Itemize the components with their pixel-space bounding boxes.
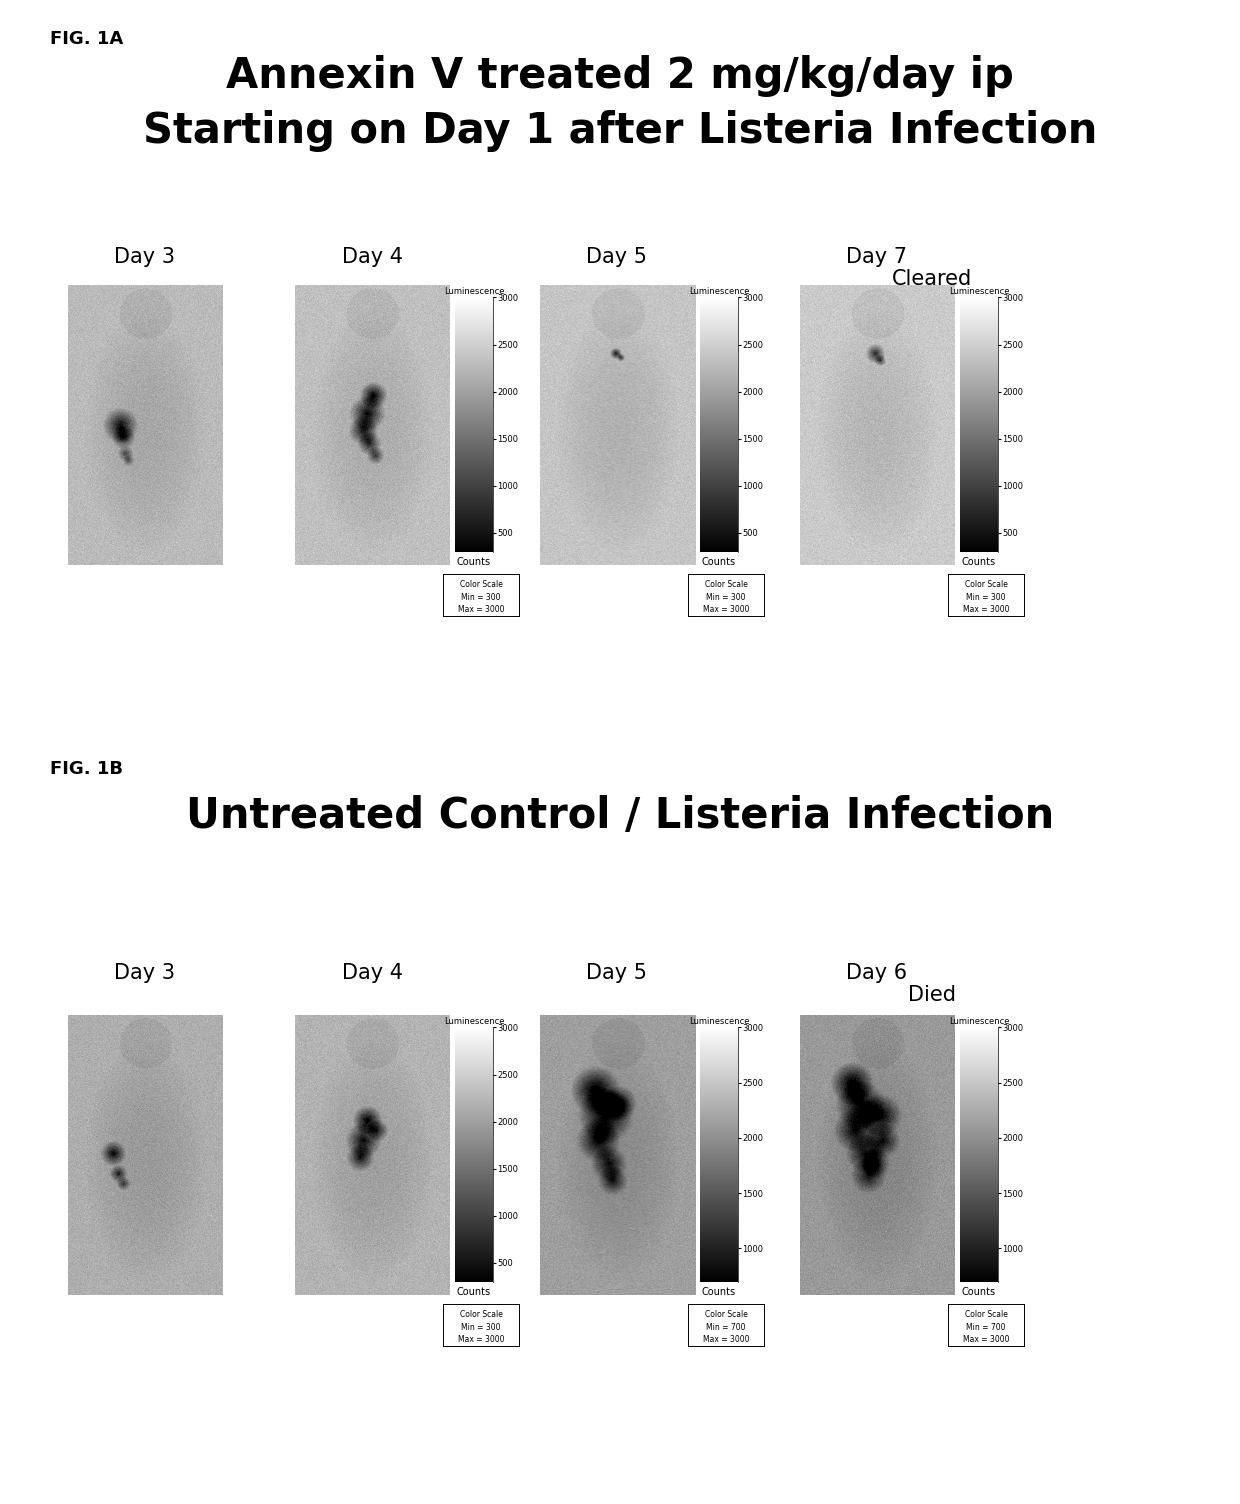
Text: Day 3: Day 3 (114, 247, 176, 268)
Text: Counts: Counts (702, 1287, 737, 1296)
Text: Untreated Control / Listeria Infection: Untreated Control / Listeria Infection (186, 796, 1054, 838)
Text: Min = 700: Min = 700 (966, 1324, 1006, 1333)
Text: Color Scale: Color Scale (965, 581, 1007, 590)
Text: Cleared: Cleared (892, 269, 972, 289)
Text: Day 7: Day 7 (847, 247, 908, 268)
Text: Color Scale: Color Scale (704, 1310, 748, 1319)
Text: Max = 3000: Max = 3000 (458, 606, 505, 615)
Text: Luminescence: Luminescence (444, 1017, 505, 1026)
Text: Min = 300: Min = 300 (707, 593, 745, 602)
Text: Luminescence: Luminescence (444, 287, 505, 296)
Text: Color Scale: Color Scale (460, 581, 502, 590)
Text: Day 6: Day 6 (847, 963, 908, 984)
Text: Max = 3000: Max = 3000 (703, 1336, 749, 1345)
Text: Day 3: Day 3 (114, 963, 176, 984)
Text: Counts: Counts (702, 556, 737, 567)
Text: Min = 300: Min = 300 (461, 1324, 501, 1333)
Text: Max = 3000: Max = 3000 (962, 1336, 1009, 1345)
Text: FIG. 1A: FIG. 1A (50, 30, 123, 48)
Text: Color Scale: Color Scale (460, 1310, 502, 1319)
Text: Luminescence: Luminescence (688, 1017, 749, 1026)
Text: Counts: Counts (456, 1287, 491, 1296)
Text: Color Scale: Color Scale (965, 1310, 1007, 1319)
Text: FIG. 1B: FIG. 1B (50, 760, 123, 778)
Text: Max = 3000: Max = 3000 (962, 606, 1009, 615)
Text: Day 5: Day 5 (587, 963, 647, 984)
Text: Day 4: Day 4 (341, 247, 403, 268)
Text: Counts: Counts (962, 556, 996, 567)
Text: Min = 300: Min = 300 (461, 593, 501, 602)
Text: Max = 3000: Max = 3000 (458, 1336, 505, 1345)
Text: Max = 3000: Max = 3000 (703, 606, 749, 615)
Text: Counts: Counts (456, 556, 491, 567)
Text: Day 5: Day 5 (587, 247, 647, 268)
Text: Luminescence: Luminescence (949, 1017, 1009, 1026)
Text: Died: Died (908, 985, 956, 1005)
Text: Luminescence: Luminescence (949, 287, 1009, 296)
Text: Color Scale: Color Scale (704, 581, 748, 590)
Text: Min = 700: Min = 700 (707, 1324, 745, 1333)
Text: Day 4: Day 4 (341, 963, 403, 984)
Text: Min = 300: Min = 300 (966, 593, 1006, 602)
Text: Luminescence: Luminescence (688, 287, 749, 296)
Text: Starting on Day 1 after Listeria Infection: Starting on Day 1 after Listeria Infecti… (143, 110, 1097, 152)
Text: Annexin V treated 2 mg/kg/day ip: Annexin V treated 2 mg/kg/day ip (226, 56, 1014, 96)
Text: Counts: Counts (962, 1287, 996, 1296)
